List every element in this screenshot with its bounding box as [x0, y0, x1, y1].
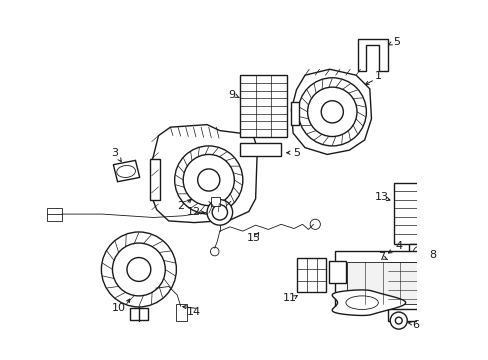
Circle shape — [197, 169, 220, 191]
Polygon shape — [357, 39, 387, 71]
Bar — [129, 308, 148, 320]
Text: 3: 3 — [111, 148, 118, 158]
Bar — [175, 303, 187, 321]
Bar — [240, 75, 286, 138]
Circle shape — [412, 247, 424, 258]
Bar — [240, 143, 281, 156]
Bar — [328, 261, 345, 283]
Circle shape — [298, 78, 366, 146]
Text: 4: 4 — [394, 242, 402, 251]
Text: 13: 13 — [374, 192, 388, 202]
Bar — [296, 258, 325, 292]
Circle shape — [307, 87, 356, 136]
Bar — [408, 244, 428, 261]
Circle shape — [389, 312, 407, 329]
Polygon shape — [113, 161, 140, 182]
Circle shape — [210, 247, 219, 256]
Text: 10: 10 — [112, 303, 126, 313]
Text: 11: 11 — [282, 293, 296, 303]
Polygon shape — [150, 125, 257, 222]
Text: 8: 8 — [428, 250, 435, 260]
Text: 7: 7 — [377, 252, 385, 262]
Text: 15: 15 — [246, 233, 261, 243]
Bar — [150, 159, 160, 199]
Circle shape — [183, 154, 234, 206]
Text: 2: 2 — [177, 201, 184, 211]
Text: 12: 12 — [187, 207, 201, 217]
Text: 1: 1 — [374, 71, 381, 81]
Circle shape — [212, 205, 227, 220]
Bar — [290, 102, 299, 126]
Circle shape — [127, 257, 150, 282]
Bar — [387, 252, 436, 321]
Text: 5: 5 — [392, 37, 399, 47]
Circle shape — [112, 243, 165, 296]
Text: 5: 5 — [292, 148, 300, 158]
Polygon shape — [291, 69, 371, 154]
Bar — [450, 203, 488, 261]
Ellipse shape — [117, 166, 135, 177]
Circle shape — [394, 317, 401, 324]
Circle shape — [206, 199, 232, 225]
Bar — [393, 183, 438, 244]
Circle shape — [174, 146, 243, 214]
Text: 9: 9 — [228, 90, 235, 100]
Bar — [334, 251, 447, 309]
Circle shape — [321, 101, 343, 123]
Bar — [346, 262, 435, 305]
Ellipse shape — [345, 296, 378, 310]
Circle shape — [309, 219, 320, 229]
Text: 6: 6 — [411, 320, 418, 330]
Circle shape — [101, 232, 176, 307]
Text: 14: 14 — [187, 307, 201, 317]
Bar — [47, 208, 62, 221]
Polygon shape — [331, 290, 405, 315]
Bar — [211, 197, 220, 206]
